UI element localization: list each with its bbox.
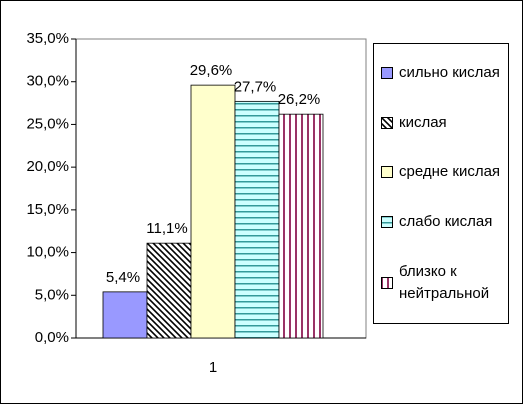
legend-swatch bbox=[381, 216, 393, 229]
value-label: 29,6% bbox=[190, 62, 233, 79]
legend-swatch bbox=[381, 66, 393, 79]
legend-entry: близко к нейтральной bbox=[374, 261, 508, 305]
y-tick-label: 0,0% bbox=[35, 329, 69, 346]
y-tick-label: 20,0% bbox=[26, 158, 69, 175]
bar bbox=[278, 113, 324, 339]
bar bbox=[146, 242, 192, 339]
legend-label: кислая bbox=[399, 113, 447, 131]
legend-label: слабо кислая bbox=[399, 213, 493, 231]
legend-swatch bbox=[381, 277, 393, 290]
y-tick-label: 5,0% bbox=[35, 286, 69, 303]
y-tick-label: 10,0% bbox=[26, 244, 69, 261]
legend-entry: средне кислая bbox=[374, 161, 508, 183]
y-tick-label: 15,0% bbox=[26, 201, 69, 218]
legend-entry: кислая bbox=[374, 112, 508, 134]
legend-entry: сильно кислая bbox=[374, 62, 508, 84]
value-label: 27,7% bbox=[234, 78, 277, 95]
legend-label: средне кислая bbox=[399, 163, 501, 181]
bar bbox=[234, 100, 280, 339]
value-label: 26,2% bbox=[278, 91, 321, 108]
y-tick-label: 30,0% bbox=[26, 73, 69, 90]
value-label: 5,4% bbox=[106, 269, 140, 286]
legend-swatch bbox=[381, 166, 393, 179]
y-tick-label: 25,0% bbox=[26, 115, 69, 132]
x-tick-label: 1 bbox=[209, 359, 217, 376]
legend-label: сильно кислая bbox=[399, 63, 500, 81]
value-label: 11,1% bbox=[146, 220, 187, 237]
bar bbox=[190, 84, 236, 339]
bar bbox=[102, 291, 148, 339]
legend: сильно кислая кислая средне кислая слабо ки… bbox=[373, 43, 509, 324]
y-tick-label: 35,0% bbox=[26, 30, 69, 47]
legend-entry: слабо кислая bbox=[374, 211, 508, 233]
legend-swatch bbox=[381, 116, 393, 129]
legend-label: близко к нейтральной bbox=[399, 263, 490, 303]
